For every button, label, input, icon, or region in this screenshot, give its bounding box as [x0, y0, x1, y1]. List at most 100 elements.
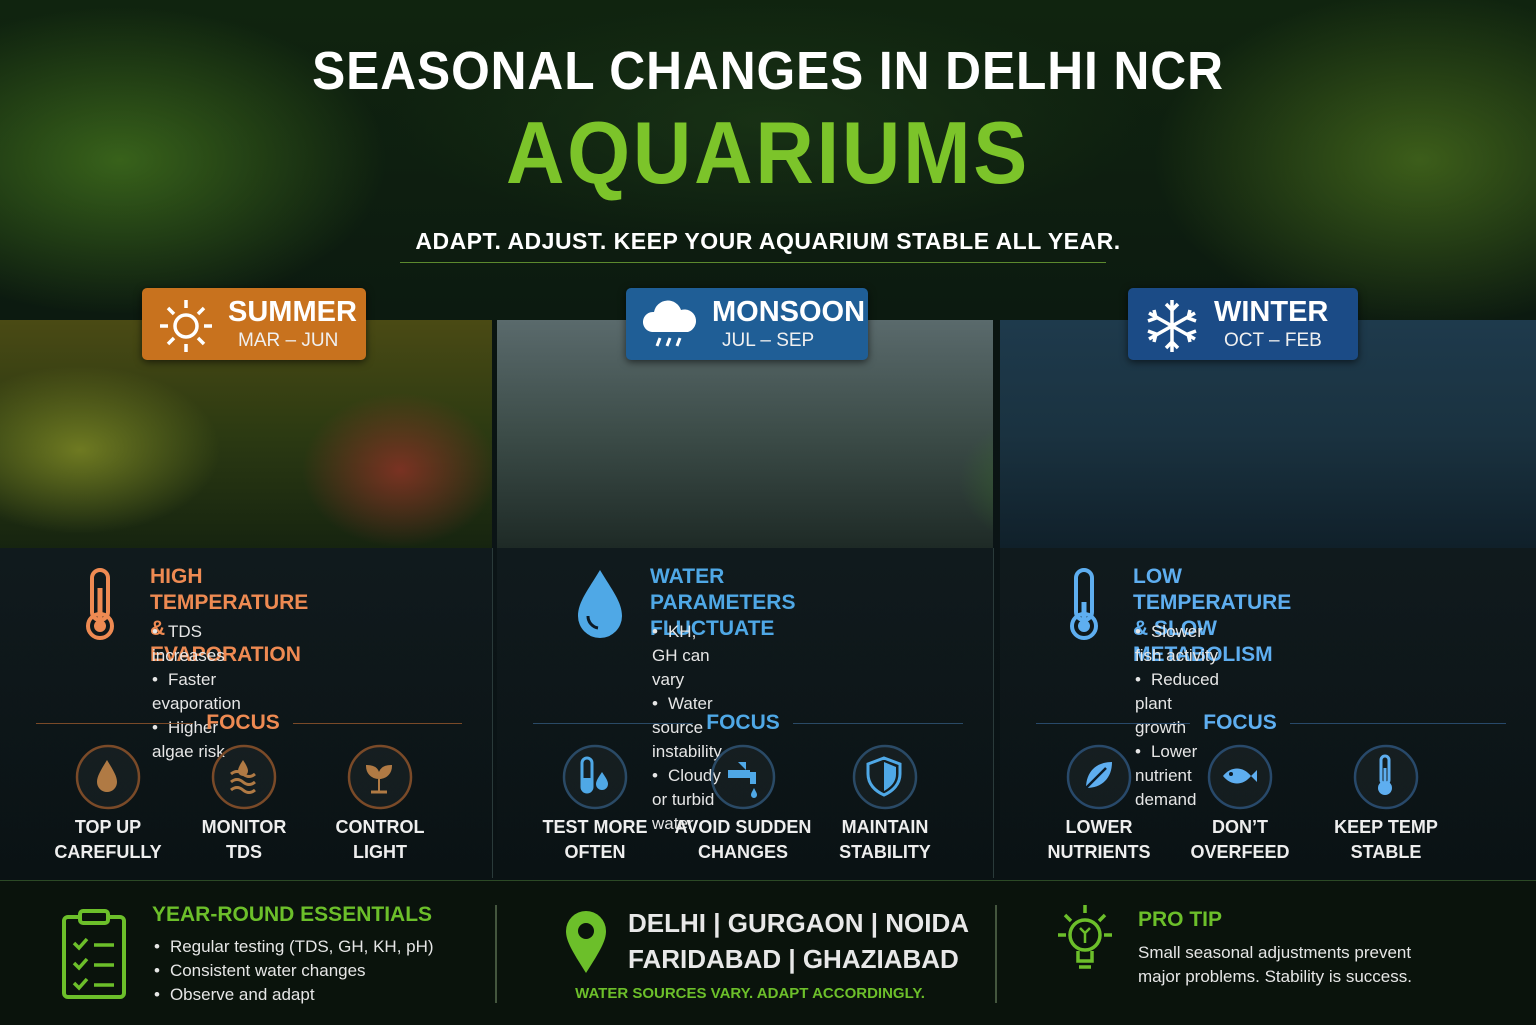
- focus-line: LOWER: [1065, 817, 1133, 837]
- focus-icon: [562, 744, 628, 815]
- focus-icon: [852, 744, 918, 815]
- focus-glyph: [75, 744, 141, 810]
- header-background: [0, 0, 1536, 320]
- focus-glyph: [347, 744, 413, 810]
- focus-icon: [1207, 744, 1273, 815]
- location-line: DELHI | GURGAON | NOIDA: [628, 908, 969, 938]
- season-badge: MONSOON JUL – SEP: [626, 288, 868, 360]
- season-badge: SUMMER MAR – JUN: [142, 288, 366, 360]
- clipboard-icon: [62, 909, 126, 999]
- badge-icon: [638, 294, 702, 363]
- focus-glyph: [1353, 744, 1419, 810]
- focus-item: AVOID SUDDEN CHANGES: [653, 815, 833, 865]
- focus-line: OVERFEED: [1190, 842, 1290, 862]
- focus-line: KEEP TEMP: [1334, 817, 1438, 837]
- heading-line: HIGH TEMPERATURE: [150, 565, 309, 614]
- season-months: JUL – SEP: [722, 330, 815, 351]
- location-pin-icon: [566, 911, 606, 973]
- season-badge: WINTER OCT – FEB: [1128, 288, 1358, 360]
- heading-line: LOW TEMPERATURE: [1133, 565, 1292, 614]
- focus-line: OFTEN: [564, 842, 626, 862]
- footer: YEAR-ROUND ESSENTIALS Regular testing (T…: [0, 880, 1536, 1025]
- focus-glyph: [562, 744, 628, 810]
- heading-icon: [572, 566, 628, 651]
- title-line2: AQUARIUMS: [505, 103, 1031, 202]
- focus-item: TEST MORE OFTEN: [505, 815, 685, 865]
- focus-icon: [75, 744, 141, 815]
- season-months: MAR – JUN: [238, 330, 339, 351]
- focus-label: FOCUS: [206, 711, 280, 734]
- focus-rule: [533, 723, 693, 724]
- focus-glyph: [1066, 744, 1132, 810]
- focus-line: TOP UP: [74, 817, 142, 837]
- essentials-bullet: Regular testing (TDS, GH, KH, pH): [154, 935, 434, 959]
- season-bullets: TDS increasesFaster evaporationHigher al…: [152, 620, 241, 764]
- essentials-bullet: Observe and adapt: [154, 983, 434, 1007]
- badge-glyph: [642, 300, 697, 347]
- focus-icon: [710, 744, 776, 815]
- essentials-bullet: Consistent water changes: [154, 959, 434, 983]
- bullet: TDS increases: [152, 620, 241, 668]
- locations-note: WATER SOURCES VARY. ADAPT ACCORDINGLY.: [575, 985, 925, 1002]
- focus-icon: [347, 744, 413, 815]
- heading-glyph: [1070, 568, 1098, 640]
- season-name: WINTER: [1214, 296, 1329, 328]
- focus-line: DON’T: [1212, 817, 1268, 837]
- pro-tip-line: major problems. Stability is success.: [1138, 967, 1412, 986]
- focus-icon: [1353, 744, 1419, 815]
- focus-label: FOCUS: [1203, 711, 1277, 734]
- bulb-icon: [1058, 905, 1112, 969]
- focus-item: TOP UP CAREFULLY: [18, 815, 198, 865]
- focus-rule: [293, 723, 462, 724]
- focus-line: CAREFULLY: [54, 842, 162, 862]
- focus-label: FOCUS: [706, 711, 780, 734]
- focus-glyph: [1207, 744, 1273, 810]
- heading-icon: [72, 566, 128, 651]
- focus-item: MAINTAIN STABILITY: [795, 815, 975, 865]
- focus-line: MAINTAIN: [841, 817, 929, 837]
- season-months: OCT – FEB: [1224, 330, 1322, 351]
- bullet: KH, GH can vary: [652, 620, 722, 692]
- tagline-rule: [400, 262, 1106, 263]
- badge-glyph: [160, 300, 212, 352]
- tagline: ADAPT. ADJUST. KEEP YOUR AQUARIUM STABLE…: [415, 228, 1121, 254]
- heading-glyph: [86, 568, 114, 640]
- focus-glyph: [852, 744, 918, 810]
- focus-line: LIGHT: [353, 842, 407, 862]
- focus-glyph: [710, 744, 776, 810]
- bullet: Water source instability: [652, 692, 722, 764]
- badge-glyph: [1147, 300, 1197, 352]
- season-bullets: KH, GH can varyWater source instabilityC…: [652, 620, 722, 836]
- focus-item: MONITOR TDS: [154, 815, 334, 865]
- essentials-list: Regular testing (TDS, GH, KH, pH) Consis…: [154, 935, 434, 1007]
- focus-line: NUTRIENTS: [1047, 842, 1151, 862]
- focus-item: KEEP TEMP STABLE: [1296, 815, 1476, 865]
- bullet: Lower nutrient demand: [1135, 740, 1219, 812]
- heading-line: WATER PARAMETERS: [650, 565, 796, 614]
- focus-line: TDS: [226, 842, 262, 862]
- locations: DELHI | GURGAON | NOIDA FARIDABAD | GHAZ…: [628, 905, 969, 977]
- bullet: Faster evaporation: [152, 668, 241, 716]
- focus-line: CONTROL: [335, 817, 425, 837]
- focus-item: CONTROL LIGHT: [290, 815, 470, 865]
- pro-tip-title: PRO TIP: [1138, 908, 1223, 931]
- focus-line: TEST MORE: [542, 817, 648, 837]
- heading-icon: [1056, 566, 1112, 651]
- bullet: Reduced plant growth: [1135, 668, 1219, 740]
- season-name: SUMMER: [228, 296, 357, 328]
- title-line1: SEASONAL CHANGES IN DELHI NCR: [312, 41, 1224, 101]
- season-panel: [1000, 548, 1536, 878]
- season-panel: [497, 548, 994, 878]
- pro-tip-line: Small seasonal adjustments prevent: [1138, 943, 1412, 962]
- divider: [995, 905, 997, 1003]
- bullet: Cloudy or turbid water: [652, 764, 722, 836]
- pro-tip-text: Small seasonal adjustments prevent major…: [1138, 941, 1412, 989]
- badge-icon: [1140, 294, 1204, 363]
- focus-rule: [1036, 723, 1190, 724]
- focus-line: CHANGES: [697, 842, 788, 862]
- badge-icon: [154, 294, 218, 363]
- focus-rule: [36, 723, 193, 724]
- season-bullets: Slower fish activityReduced plant growth…: [1135, 620, 1219, 812]
- focus-icon: [1066, 744, 1132, 815]
